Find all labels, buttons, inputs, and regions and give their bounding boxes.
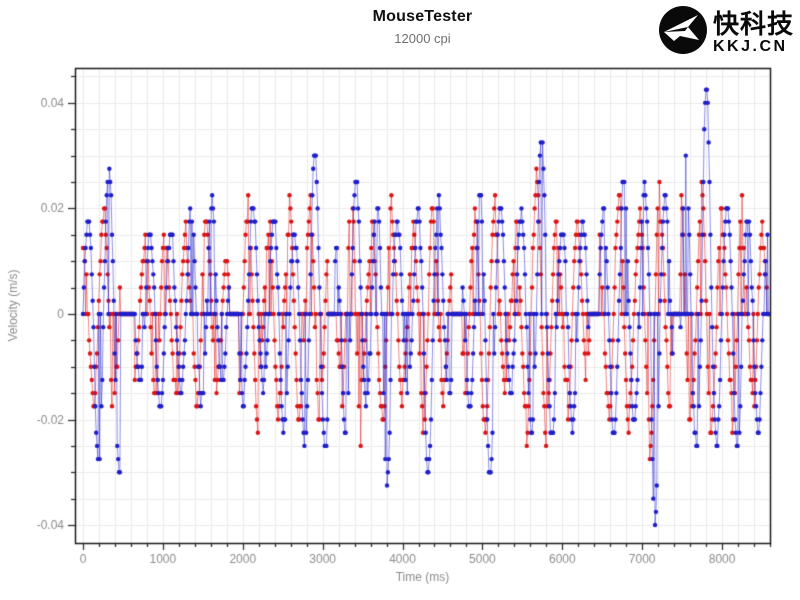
kkj-logo: 快科技 KKJ.CN <box>657 4 794 61</box>
logo-text: 快科技 KKJ.CN <box>713 11 794 55</box>
logo-cn-text: 快科技 <box>712 8 794 39</box>
logo-domain-text: KKJ.CN <box>712 37 788 55</box>
paper-plane-icon <box>657 4 709 61</box>
